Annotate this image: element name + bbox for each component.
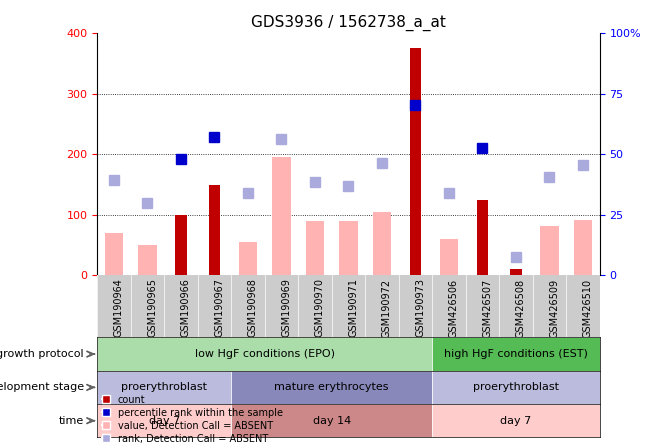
Text: GSM426508: GSM426508 [516,278,526,337]
Text: GSM190964: GSM190964 [114,278,124,337]
Bar [510,269,522,275]
Bar [97,404,231,437]
Legend: count, percentile rank within the sample, value, Detection Call = ABSENT, rank, : count, percentile rank within the sample… [102,395,283,444]
Bar [373,212,391,275]
Text: GSM190972: GSM190972 [382,278,392,337]
Bar [540,226,559,275]
Text: GSM190965: GSM190965 [147,278,157,337]
Text: high HgF conditions (EST): high HgF conditions (EST) [444,349,588,359]
Text: day 7: day 7 [500,416,531,426]
Bar [138,245,157,275]
Bar [339,221,358,275]
Text: GSM190973: GSM190973 [415,278,425,337]
Text: GSM426509: GSM426509 [549,278,559,337]
Text: GSM426510: GSM426510 [583,278,593,337]
Text: development stage: development stage [0,382,84,392]
Bar [231,371,432,404]
Bar [97,337,432,371]
Text: GSM190970: GSM190970 [315,278,325,337]
Bar [272,157,291,275]
Bar [409,48,421,275]
Text: time: time [58,416,84,426]
Text: GSM190971: GSM190971 [348,278,358,337]
Bar [97,371,231,404]
Bar [432,371,600,404]
Text: day 7: day 7 [149,416,180,426]
Bar [105,233,123,275]
Text: GSM426507: GSM426507 [482,278,492,337]
Text: GSM190968: GSM190968 [248,278,258,337]
Text: day 14: day 14 [312,416,351,426]
Bar [440,239,458,275]
Text: GSM190967: GSM190967 [214,278,224,337]
Bar [239,242,257,275]
Text: low HgF conditions (EPO): low HgF conditions (EPO) [195,349,334,359]
Text: GSM190969: GSM190969 [281,278,291,337]
Text: GSM426506: GSM426506 [449,278,459,337]
Text: proerythroblast: proerythroblast [121,382,207,392]
Bar [175,215,187,275]
Bar [208,185,220,275]
Bar [574,220,592,275]
Bar [432,404,600,437]
Text: growth protocol: growth protocol [0,349,84,359]
Bar [306,221,324,275]
Bar [476,200,488,275]
Title: GDS3936 / 1562738_a_at: GDS3936 / 1562738_a_at [251,14,446,31]
Text: mature erythrocytes: mature erythrocytes [275,382,389,392]
Bar [231,404,432,437]
Bar [432,337,600,371]
Text: proerythroblast: proerythroblast [473,382,559,392]
Text: GSM190966: GSM190966 [181,278,191,337]
